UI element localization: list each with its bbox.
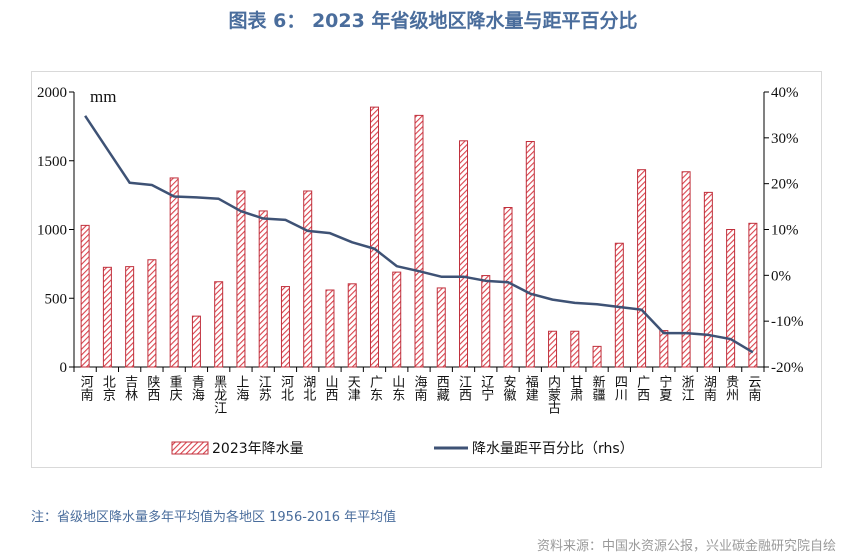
category-label: 新疆 bbox=[590, 374, 606, 401]
category-label: 内蒙古 bbox=[545, 374, 561, 414]
category-label: 辽宁 bbox=[478, 375, 494, 401]
category-label: 湖北 bbox=[300, 375, 316, 402]
chart-frame bbox=[31, 71, 822, 468]
right-tick-label: 20% bbox=[771, 177, 799, 193]
bar bbox=[459, 140, 469, 368]
bar bbox=[392, 271, 402, 368]
category-label: 北京 bbox=[100, 375, 116, 401]
right-tick-label: -10% bbox=[771, 314, 804, 330]
category-label: 宁夏 bbox=[656, 374, 672, 401]
right-tick-label: 10% bbox=[771, 223, 799, 239]
bar bbox=[80, 224, 90, 368]
footnote: 注：省级地区降水量多年平均值为各地区 1956-2016 年平均值 bbox=[31, 510, 397, 525]
category-label: 河南 bbox=[78, 375, 94, 401]
right-tick-label: -20% bbox=[771, 360, 804, 376]
bar bbox=[525, 141, 535, 368]
bar bbox=[236, 190, 246, 368]
category-label: 江西 bbox=[456, 375, 472, 401]
category-label: 青海 bbox=[189, 375, 205, 401]
category-label: 四川 bbox=[612, 375, 628, 401]
category-label: 黑龙江 bbox=[211, 375, 227, 414]
source-note: 资料来源：中国水资源公报，兴业碳金融研究院自绘 bbox=[536, 539, 836, 554]
category-label: 天津 bbox=[345, 375, 361, 401]
left-tick-label: 1000 bbox=[37, 223, 67, 239]
category-label: 山西 bbox=[322, 375, 338, 401]
bar bbox=[703, 191, 713, 368]
bar bbox=[548, 330, 558, 368]
right-tick-label: 0% bbox=[771, 268, 791, 284]
bar bbox=[436, 287, 446, 368]
line-layer bbox=[84, 115, 754, 354]
bar bbox=[147, 259, 157, 368]
category-label: 云南 bbox=[745, 375, 761, 401]
bar bbox=[748, 222, 758, 368]
bar bbox=[347, 283, 357, 368]
category-label: 甘肃 bbox=[567, 375, 583, 401]
left-axis-unit: mm bbox=[90, 87, 116, 106]
bar bbox=[125, 266, 135, 368]
category-label: 浙江 bbox=[679, 375, 695, 401]
bar bbox=[303, 190, 313, 368]
category-label: 西藏 bbox=[434, 375, 450, 401]
bar bbox=[637, 169, 647, 368]
bar bbox=[681, 171, 691, 368]
category-label: 上海 bbox=[233, 375, 249, 401]
chart-title: 图表 6： 2023 年省级地区降水量与距平百分比 bbox=[228, 10, 638, 32]
category-label: 陕西 bbox=[144, 375, 160, 401]
left-tick-label: 500 bbox=[45, 291, 68, 307]
bar bbox=[481, 275, 491, 368]
bar bbox=[659, 330, 669, 368]
category-label: 安徽 bbox=[501, 375, 516, 401]
bar bbox=[503, 207, 513, 368]
left-tick-label: 2000 bbox=[37, 85, 67, 101]
category-label: 河北 bbox=[278, 375, 294, 402]
category-label: 山东 bbox=[389, 375, 405, 401]
left-tick-label: 0 bbox=[60, 360, 68, 376]
legend-swatch-bar bbox=[171, 441, 209, 455]
bar bbox=[102, 266, 112, 368]
category-label: 吉林 bbox=[122, 375, 138, 401]
bar bbox=[169, 177, 179, 368]
bar bbox=[191, 315, 201, 368]
bar bbox=[570, 330, 580, 368]
category-label: 湖南 bbox=[701, 375, 717, 401]
bars-layer bbox=[80, 106, 758, 368]
legend: 2023年降水量 降水量距平百分比（rhs） bbox=[171, 441, 634, 457]
category-label: 海南 bbox=[412, 375, 428, 401]
bar bbox=[214, 281, 224, 368]
bar bbox=[325, 289, 335, 368]
bar bbox=[258, 210, 268, 368]
legend-label-line: 降水量距平百分比（rhs） bbox=[472, 441, 634, 457]
bar bbox=[369, 106, 379, 368]
bar bbox=[614, 242, 624, 368]
bar bbox=[592, 345, 602, 368]
category-label: 江苏 bbox=[256, 375, 272, 401]
category-label: 广西 bbox=[634, 375, 650, 401]
category-label: 福建 bbox=[523, 375, 539, 402]
bar bbox=[414, 114, 424, 368]
labels-layer: 0 500 1000 1500 2000 -20% -10% 0% 10% 20% 30% 40% mm… bbox=[37, 85, 804, 414]
category-label: 重庆 bbox=[167, 374, 183, 401]
category-label: 贵州 bbox=[723, 375, 739, 401]
bar bbox=[280, 286, 290, 368]
left-tick-label: 1500 bbox=[37, 154, 67, 170]
bar bbox=[726, 229, 736, 368]
right-tick-label: 30% bbox=[771, 131, 799, 147]
category-label: 广东 bbox=[367, 375, 383, 401]
legend-label-bar: 2023年降水量 bbox=[212, 441, 304, 457]
right-tick-label: 40% bbox=[771, 85, 799, 101]
